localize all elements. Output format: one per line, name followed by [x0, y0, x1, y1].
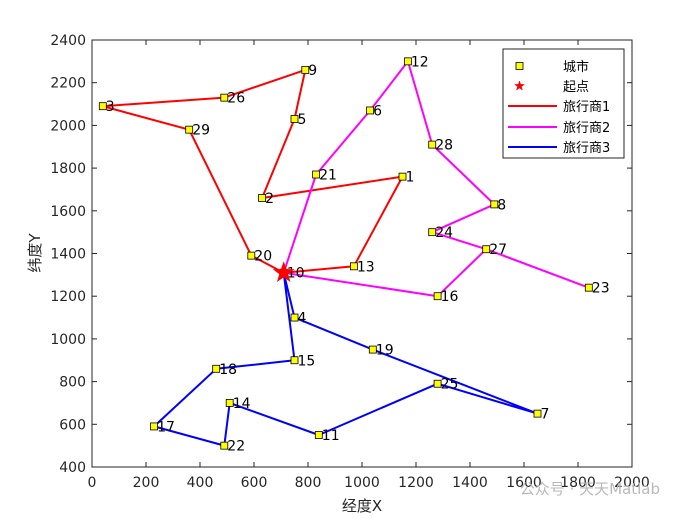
city-label: 13 [357, 259, 375, 275]
legend-symbol-city [515, 62, 524, 70]
city-label: 22 [227, 439, 245, 455]
city-marker [220, 93, 229, 102]
city-label: 24 [435, 225, 453, 241]
city-label: 5 [298, 112, 307, 128]
y-tick-label: 2200 [50, 76, 86, 92]
y-tick-label: 600 [59, 417, 86, 433]
city-marker [398, 172, 407, 181]
city-marker [433, 379, 442, 388]
city-marker [366, 106, 375, 115]
city-marker [368, 345, 377, 354]
x-tick-label: 400 [187, 475, 214, 491]
city-label: 11 [322, 428, 340, 444]
city-marker [150, 422, 159, 431]
city-marker [533, 409, 542, 418]
city-marker [290, 313, 299, 322]
x-tick-label: 800 [295, 475, 322, 491]
city-label: 23 [592, 281, 610, 297]
x-tick-label: 600 [241, 475, 268, 491]
city-marker [225, 399, 234, 407]
city-marker [482, 245, 491, 254]
city-label: 29 [192, 123, 210, 139]
start-layer [272, 261, 295, 283]
city-marker [584, 283, 593, 292]
x-tick-label: 1400 [452, 475, 488, 491]
x-ticks: 0 200 400 600 800 1000 1200 1400 1600 1800 2000 [88, 40, 650, 491]
city-marker [185, 125, 194, 134]
city-marker [290, 115, 299, 123]
city-marker [428, 228, 437, 237]
city-label: 12 [411, 54, 429, 70]
city-marker [220, 441, 229, 450]
city-label: 28 [435, 138, 453, 154]
y-axis-label: 纬度Y [26, 233, 44, 273]
legend-symbol-start [514, 80, 525, 91]
city-label: 15 [298, 353, 316, 369]
x-tick-label: 1000 [344, 475, 380, 491]
x-tick-label: 1800 [560, 475, 596, 491]
y-tick-label: 2400 [50, 33, 86, 49]
watermark: 公众号 · 天天Matlab [520, 480, 660, 498]
city-marker [212, 364, 221, 373]
y-ticks: 400 600 800 1000 1200 1400 1600 1800 2000 2200 240… [50, 33, 632, 476]
markers-layer [98, 57, 593, 450]
city-label: 20 [254, 249, 272, 265]
legend-label: 起点 [563, 80, 589, 95]
city-marker [98, 102, 107, 111]
city-label: 9 [308, 63, 317, 79]
x-tick-label: 1600 [506, 475, 542, 491]
city-label: 1 [406, 170, 415, 186]
y-tick-label: 1200 [50, 289, 86, 305]
city-label: 25 [441, 377, 459, 393]
city-label: 3 [106, 99, 115, 115]
city-label: 14 [233, 396, 251, 412]
city-label: 17 [157, 419, 175, 435]
x-tick-label: 2000 [614, 475, 650, 491]
city-label: 18 [219, 362, 237, 378]
city-marker [290, 356, 299, 365]
start-star [272, 261, 295, 283]
city-marker [314, 431, 323, 439]
city-marker [349, 262, 358, 271]
city-marker [428, 140, 437, 149]
city-label: 16 [441, 289, 459, 305]
y-tick-label: 1800 [50, 161, 86, 177]
city-marker [403, 57, 412, 66]
legend-label: 旅行商3 [563, 141, 610, 156]
city-marker [490, 200, 499, 209]
y-tick-label: 400 [59, 460, 86, 476]
city-label: 8 [497, 197, 506, 213]
city-marker [258, 194, 267, 202]
city-marker [312, 170, 321, 179]
y-tick-label: 1600 [50, 204, 86, 220]
x-tick-label: 200 [133, 475, 160, 491]
y-tick-label: 2000 [50, 118, 86, 134]
y-tick-label: 1400 [50, 247, 86, 263]
x-tick-label: 0 [88, 475, 97, 491]
route-line [153, 272, 539, 447]
x-axis-label: 经度X [342, 497, 382, 515]
route-line [282, 60, 590, 298]
city-marker [301, 65, 310, 74]
city-marker [433, 292, 442, 301]
city-label: 27 [489, 242, 507, 258]
city-label: 7 [541, 407, 550, 423]
city-label: 21 [319, 168, 337, 184]
legend-label: 旅行商2 [563, 121, 610, 136]
city-label: 19 [376, 343, 394, 359]
city-label: 26 [227, 91, 245, 107]
y-tick-label: 800 [59, 375, 86, 391]
y-tick-label: 1000 [50, 332, 86, 348]
x-tick-label: 1200 [398, 475, 434, 491]
city-label: 2 [265, 191, 274, 207]
legend-label: 旅行商1 [563, 100, 610, 115]
point-labels-layer: 1234567891011121314151617181920212223242… [106, 54, 610, 454]
city-label: 4 [298, 311, 307, 327]
city-label: 6 [373, 103, 382, 119]
legend-label: 城市 [563, 59, 589, 75]
city-marker [247, 251, 256, 260]
